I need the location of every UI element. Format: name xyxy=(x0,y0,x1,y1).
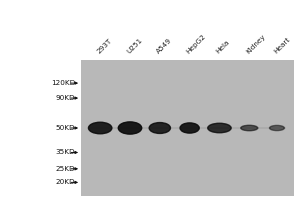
Ellipse shape xyxy=(269,125,284,131)
Text: Hela: Hela xyxy=(215,39,231,55)
Text: 25KD: 25KD xyxy=(56,166,75,172)
Text: U251: U251 xyxy=(126,37,143,55)
Text: 35KD: 35KD xyxy=(56,149,75,155)
Text: 20KD: 20KD xyxy=(56,179,75,185)
Text: Kidney: Kidney xyxy=(245,33,267,55)
Ellipse shape xyxy=(88,122,112,134)
Ellipse shape xyxy=(180,123,199,133)
Text: Heart: Heart xyxy=(273,36,291,55)
Text: 90KD: 90KD xyxy=(56,95,75,101)
Text: 50KD: 50KD xyxy=(56,125,75,131)
Text: HepG2: HepG2 xyxy=(185,33,207,55)
Text: 120KD: 120KD xyxy=(51,80,75,86)
Ellipse shape xyxy=(241,125,258,131)
Ellipse shape xyxy=(149,123,170,133)
Text: A549: A549 xyxy=(156,37,173,55)
Ellipse shape xyxy=(208,123,231,133)
Text: 293T: 293T xyxy=(96,37,113,55)
Ellipse shape xyxy=(118,122,142,134)
